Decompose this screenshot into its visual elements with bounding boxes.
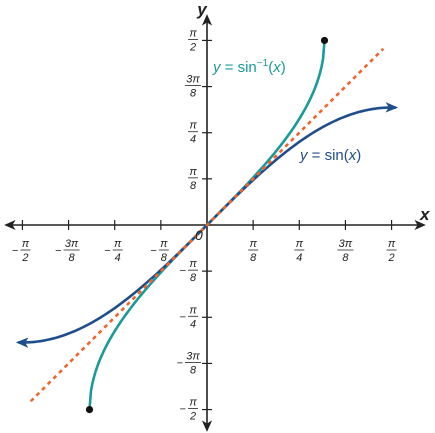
tick-numerator: π [296,238,304,250]
tick-sign: − [180,311,186,323]
tick-numerator: 3π [65,238,79,250]
tick-numerator: π [189,304,197,316]
tick-numerator: π [189,397,197,409]
tick-sign: − [104,245,110,257]
series-layer [15,36,399,414]
x-axis-label: x [419,205,431,224]
tick-numerator: π [22,238,30,250]
labels: xy0π2−3π8−π4−π8−π8π43π8π2π23π8π4π8π8−π4−… [12,0,431,423]
sin-curve-label: y = sin(x) [299,147,361,164]
tick-numerator: π [114,238,122,250]
y-tick-label: π2 [188,27,198,53]
x-tick-label: 3π 8− [55,238,80,264]
y-tick-label: 3π 8− [177,350,201,376]
tick-numerator: π [388,238,396,250]
axes [4,14,426,432]
tick-numerator: 3π [186,350,200,362]
tick-sign: − [180,404,186,416]
tick-sign: − [55,245,61,257]
y-tick-label: π4 [188,120,198,146]
endpoint-dot-upper [320,36,329,45]
tick-denominator: 8 [190,364,197,376]
y-tick-label: π 8− [180,258,198,284]
x-tick-label: π8 [248,238,259,264]
tick-denominator: 2 [189,41,196,53]
tick-denominator: 8 [161,252,168,264]
tick-sign: − [150,245,156,257]
origin-label: 0 [195,227,203,243]
series-line-identity [29,47,385,403]
tick-denominator: 8 [250,252,257,264]
tick-denominator: 4 [190,134,196,146]
tick-numerator: 3π [339,238,353,250]
tick-numerator: π [189,258,197,270]
x-tick-label: π2 [386,238,397,264]
endpoint-dot-lower [85,405,94,414]
tick-denominator: 8 [190,180,197,192]
tick-numerator: π [189,120,197,132]
tick-denominator: 8 [190,88,197,100]
tick-denominator: 2 [388,252,395,264]
tick-denominator: 4 [190,318,196,330]
tick-denominator: 2 [21,252,28,264]
tick-sign: − [12,245,18,257]
tick-numerator: π [189,27,197,39]
y-tick-label: 3π8 [185,74,201,100]
arcsin-curve-label: y = sin−1(x) [212,58,286,76]
tick-numerator: 3π [186,74,200,86]
y-tick-label: π8 [188,166,198,192]
tick-denominator: 2 [189,411,196,423]
tick-denominator: 4 [115,252,121,264]
y-axis-label: y [196,0,208,19]
x-tick-label: π4 [294,238,305,264]
x-tick-label: 3π8 [337,238,354,264]
x-tick-label: π 2− [12,238,31,264]
tick-numerator: π [249,238,257,250]
tick-numerator: π [189,166,197,178]
tick-sign: − [177,357,183,369]
y-tick-label: π 2− [180,397,198,423]
x-tick-label: π 8− [150,238,169,264]
tick-denominator: 8 [69,252,76,264]
tick-denominator: 8 [190,272,197,284]
y-tick-label: π 4− [180,304,198,330]
tick-sign: − [180,265,186,277]
tick-numerator: π [160,238,168,250]
tick-denominator: 8 [342,252,349,264]
tick-denominator: 4 [296,252,302,264]
x-tick-label: π 4− [104,238,123,264]
